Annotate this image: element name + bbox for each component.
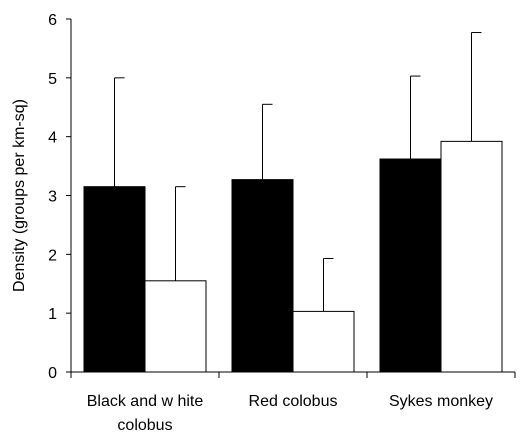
bar: [379, 158, 442, 373]
y-tick-label: 5: [48, 71, 57, 88]
x-axis-ticks: [70, 372, 516, 378]
y-axis-title: Density (groups per km-sq): [11, 99, 28, 292]
y-tick-label: 4: [48, 130, 57, 147]
bar: [292, 310, 355, 373]
y-axis-title-group: Density (groups per km-sq): [11, 99, 28, 292]
category-label: Red colobus: [249, 393, 338, 410]
y-axis-ticks: 0 1 2 3 4 5 6: [48, 12, 71, 382]
y-tick-label: 2: [48, 247, 57, 264]
bar: [144, 280, 207, 373]
plot-area: [83, 32, 503, 373]
y-tick-label: 0: [48, 365, 57, 382]
bar: [83, 186, 146, 373]
category-label: colobus: [117, 417, 172, 434]
bar: [231, 179, 294, 373]
category-label: Black and w hite: [87, 393, 204, 410]
y-tick-label: 1: [48, 306, 57, 323]
y-tick-label: 6: [48, 12, 57, 29]
x-axis-labels: Black and w hite colobus Red colobus Sykes …: [87, 393, 493, 434]
bar: [440, 140, 503, 373]
category-label: Sykes monkey: [389, 393, 493, 410]
y-tick-label: 3: [48, 189, 57, 206]
